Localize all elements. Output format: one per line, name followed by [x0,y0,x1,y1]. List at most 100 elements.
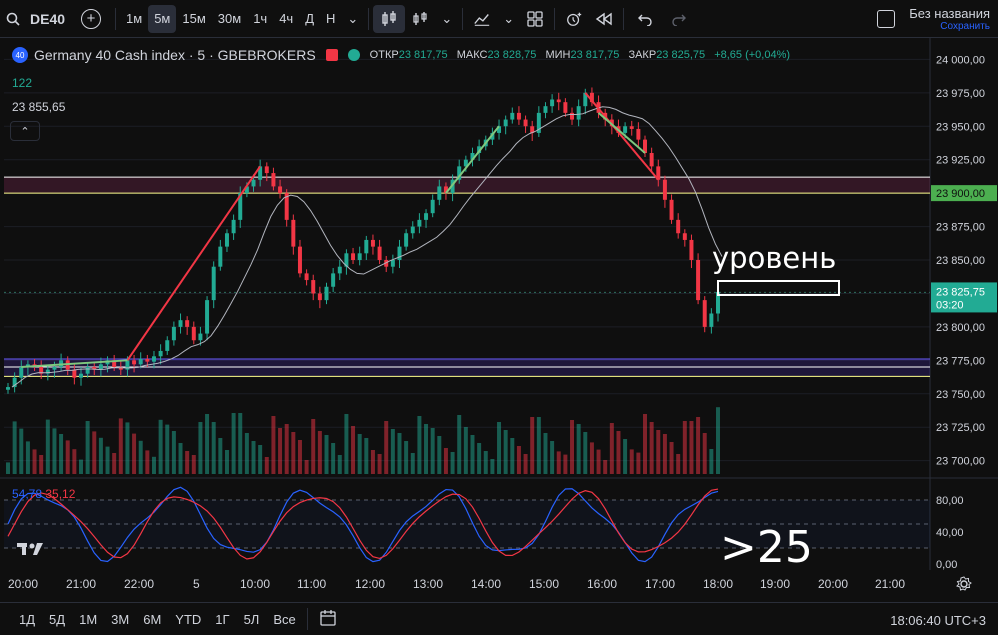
price-axis-tick: 23 725,00 [936,422,985,434]
redo-icon[interactable] [662,5,696,33]
volume-bar [457,415,462,474]
replay-icon[interactable] [589,5,619,33]
chart-title-block[interactable]: Без названия Сохранить [909,6,998,32]
range-1y[interactable]: 1Г [215,611,230,627]
volume-bar [231,413,236,474]
threshold-annotation[interactable]: >25 [720,522,813,573]
close-value: 23 825,75 [656,49,706,61]
time-axis-label: 20:00 [818,577,849,591]
candle-body [716,292,720,314]
range-all[interactable]: Все [273,611,296,627]
indicators-icon[interactable] [467,5,497,33]
candles-icon[interactable] [373,4,406,33]
clock[interactable]: 18:06:40 UTC+3 [890,613,986,628]
volume-bar [576,424,581,474]
interval-dropdown-icon[interactable]: ⌄ [347,10,359,26]
candle-body [377,246,382,260]
time-axis-label: 14:00 [471,577,502,591]
candle-body [410,226,415,234]
volume-bar [629,449,634,474]
candle-body [92,367,97,370]
interval-1m[interactable]: 1м [126,11,143,26]
interval-week[interactable]: Н [326,11,336,26]
bar-style-icon[interactable] [405,5,435,33]
volume-bar [191,455,196,474]
candle-body [311,280,316,294]
volume-bar [397,433,402,474]
candle-body [297,246,302,274]
high-value: 23 828,75 [487,49,537,61]
candle-body [457,166,462,180]
price-axis-tick: 23 975,00 [936,88,985,100]
volume-bar [52,428,57,474]
search-icon[interactable] [0,5,26,33]
range-6m[interactable]: 6М [143,611,162,627]
volume-bar [311,419,316,474]
candle-body [158,350,163,357]
tradingview-logo[interactable] [17,540,47,563]
price-chart[interactable]: 24 000,00 23 975,00 23 950,00 23 925,00 23 9… [0,38,998,598]
candle-body [258,166,263,180]
volume-bar [516,446,521,474]
price-axis-tick: 24 000,00 [936,54,985,66]
range-1d[interactable]: 1Д [19,611,36,627]
trend-line [126,165,261,361]
time-axis-label: 16:00 [587,577,618,591]
volume-bar [98,437,103,474]
alert-icon[interactable] [559,5,589,33]
time-axis[interactable]: 20:00 21:00 22:00 5 10:00 11:00 12:00 13:00 14:0… [0,570,998,598]
candle-body [676,219,681,234]
interval-15m[interactable]: 15м [182,11,206,26]
time-axis-label: 11:00 [297,577,327,591]
layout-checkbox-icon[interactable] [877,10,896,28]
candle-body [284,193,289,220]
chart-type-dropdown-icon[interactable]: ⌄ [441,10,453,26]
volume-bar [490,459,495,474]
range-5d[interactable]: 5Д [49,611,66,627]
price-axis-tick: 23 925,00 [936,155,985,167]
range-5y[interactable]: 5Л [243,611,260,627]
indicators-dropdown-icon[interactable]: ⌄ [503,10,515,26]
volume-bar [424,424,429,474]
volume-bar [79,459,83,474]
candle-body [384,260,389,267]
range-1m[interactable]: 1М [79,611,98,627]
range-ytd[interactable]: YTD [175,611,202,627]
undo-icon[interactable] [628,5,662,33]
volume-bar [364,438,369,474]
symbol-name[interactable]: DE40 [30,10,66,27]
candle-body [185,320,190,327]
volume-bar [344,414,349,474]
settings-gear-icon[interactable] [956,576,972,596]
volume-bar [25,441,30,474]
stoch-d-line [7,488,719,560]
volume-bar [510,438,515,474]
high-label: МАКС [456,49,488,61]
volume-bar [669,442,674,474]
volume-bar [643,414,647,474]
separator [462,7,464,30]
layouts-icon[interactable] [520,5,550,33]
level-annotation[interactable]: уровень [712,241,837,275]
range-3m[interactable]: 3М [111,611,130,627]
interval-5m[interactable]: 5м [148,4,177,33]
collapse-legend-button[interactable]: ⌃ [10,121,40,141]
candle-body [516,112,521,120]
volume-bar [178,443,183,474]
legend-title[interactable]: Germany 40 Cash index · 5 · GBEBROKERS [34,47,316,63]
interval-30m[interactable]: 30м [217,11,242,26]
add-symbol-button[interactable]: + [71,5,111,33]
candle-body [424,213,429,220]
time-axis-label: 18:00 [703,577,734,591]
candle-body [357,253,362,260]
interval-day[interactable]: Д [305,11,315,26]
volume-bar [377,454,382,474]
separator [554,7,556,30]
price-axis-tick: 23 950,00 [936,121,985,133]
interval-1h[interactable]: 1ч [253,11,268,26]
interval-4h[interactable]: 4ч [279,11,294,26]
stoch-k-value: 54,78 [12,487,43,501]
goto-date-icon[interactable] [312,609,344,630]
volume-bar [65,440,70,474]
candle-body [85,367,90,374]
